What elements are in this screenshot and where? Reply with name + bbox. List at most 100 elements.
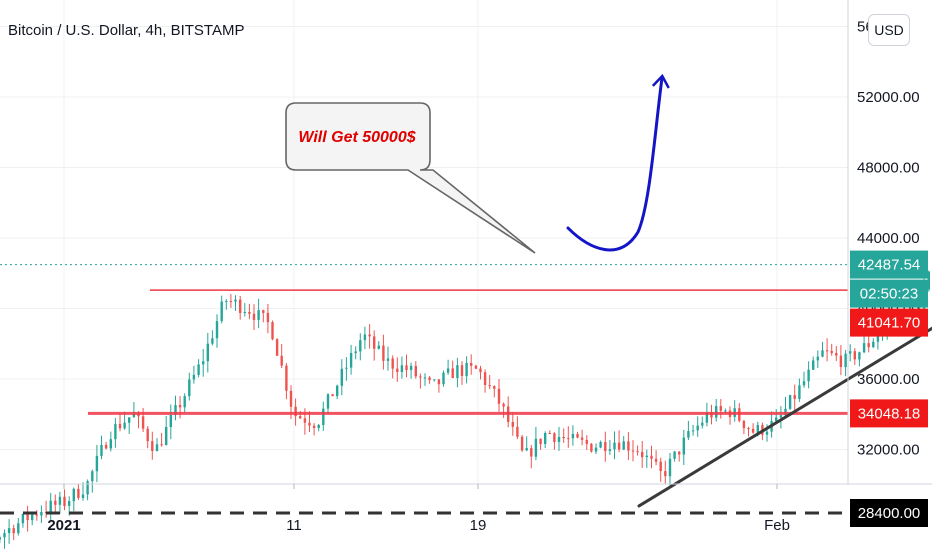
candle — [456, 357, 459, 388]
candle-body — [336, 385, 339, 397]
candle — [174, 395, 177, 421]
x-tick-label: Feb — [764, 517, 790, 534]
candle — [252, 304, 256, 330]
candle — [377, 341, 380, 350]
candle — [867, 335, 870, 353]
candle — [86, 479, 89, 501]
candle-body — [775, 417, 778, 422]
candle-body — [812, 360, 815, 370]
candle-body — [280, 355, 283, 366]
candle — [788, 394, 792, 411]
candle — [580, 429, 584, 446]
candle-body — [474, 365, 478, 369]
x-tick-label: 2021 — [47, 517, 80, 534]
candle — [872, 338, 875, 348]
candle — [825, 338, 829, 362]
candle — [830, 343, 833, 356]
candle — [433, 379, 436, 382]
candle-body — [81, 494, 85, 498]
candle-body — [520, 436, 524, 451]
candle — [613, 431, 616, 460]
candle — [400, 356, 404, 379]
candle — [460, 361, 464, 385]
candle-body — [645, 455, 648, 458]
candle — [322, 401, 325, 431]
candle-body — [183, 396, 186, 408]
candle-body — [77, 488, 80, 498]
candle — [414, 361, 417, 379]
price-tag-label: 28400.00 — [858, 505, 921, 522]
candle — [239, 295, 242, 320]
candle — [664, 460, 667, 485]
candle-body — [104, 444, 108, 449]
candle — [336, 384, 339, 400]
candle-body — [331, 394, 334, 397]
candle — [243, 303, 246, 317]
candle — [349, 344, 353, 375]
candle-body — [497, 388, 501, 404]
candle-body — [234, 299, 237, 302]
candle — [405, 354, 408, 378]
candle-body — [308, 422, 311, 426]
candle-body — [100, 444, 103, 456]
y-tick-label: 32000.00 — [857, 442, 920, 459]
y-tick-label: 52000.00 — [857, 89, 920, 106]
candle-body — [613, 442, 616, 450]
candle — [493, 385, 496, 398]
candle-body — [437, 379, 441, 385]
candle-body — [608, 449, 612, 451]
candle — [359, 333, 362, 361]
candle-body — [627, 441, 630, 451]
candle-body — [876, 335, 880, 342]
price-tag-label: 41041.70 — [858, 315, 921, 332]
candle-body — [927, 271, 930, 290]
candle — [95, 444, 99, 483]
candle-body — [248, 312, 251, 314]
candle-body — [423, 377, 427, 379]
candle — [562, 428, 565, 443]
candle-body — [673, 451, 676, 459]
candle — [691, 424, 695, 436]
candle-body — [257, 310, 260, 320]
candle — [373, 330, 376, 361]
candle-body — [696, 425, 699, 431]
candle-body — [659, 461, 662, 472]
candle — [215, 314, 219, 348]
candle — [775, 409, 778, 423]
candle — [165, 416, 168, 446]
currency-button[interactable]: USD — [868, 14, 910, 46]
candle — [271, 320, 274, 341]
candle-body — [63, 496, 66, 506]
candle-body — [169, 415, 172, 427]
candle-body — [428, 377, 431, 381]
candle — [354, 346, 357, 360]
candle — [488, 375, 491, 390]
candle — [839, 345, 843, 376]
candle-body — [252, 313, 256, 320]
candle-body — [160, 444, 163, 446]
candle — [622, 436, 625, 451]
candle-body — [220, 301, 223, 321]
candle-body — [229, 301, 233, 302]
candle-body — [576, 434, 579, 438]
candle — [594, 443, 598, 455]
candle-body — [118, 423, 122, 429]
candle-body — [599, 442, 602, 448]
candle — [812, 356, 815, 370]
candle — [701, 416, 704, 429]
x-tick-label: 19 — [470, 517, 487, 534]
axes: 20211119Feb15Mar32000.0036000.0040000.00… — [0, 0, 932, 534]
candle-body — [493, 386, 496, 389]
candle-body — [825, 350, 829, 352]
candle-body — [715, 406, 718, 418]
candle-body — [516, 426, 519, 437]
candle — [645, 449, 648, 468]
candle — [128, 417, 131, 434]
candle — [567, 426, 570, 448]
candle-body — [132, 413, 136, 418]
price-tag-dashed: 28400.00 — [850, 499, 928, 527]
candle — [802, 371, 806, 388]
candle — [534, 426, 538, 461]
candle-body — [816, 356, 819, 361]
